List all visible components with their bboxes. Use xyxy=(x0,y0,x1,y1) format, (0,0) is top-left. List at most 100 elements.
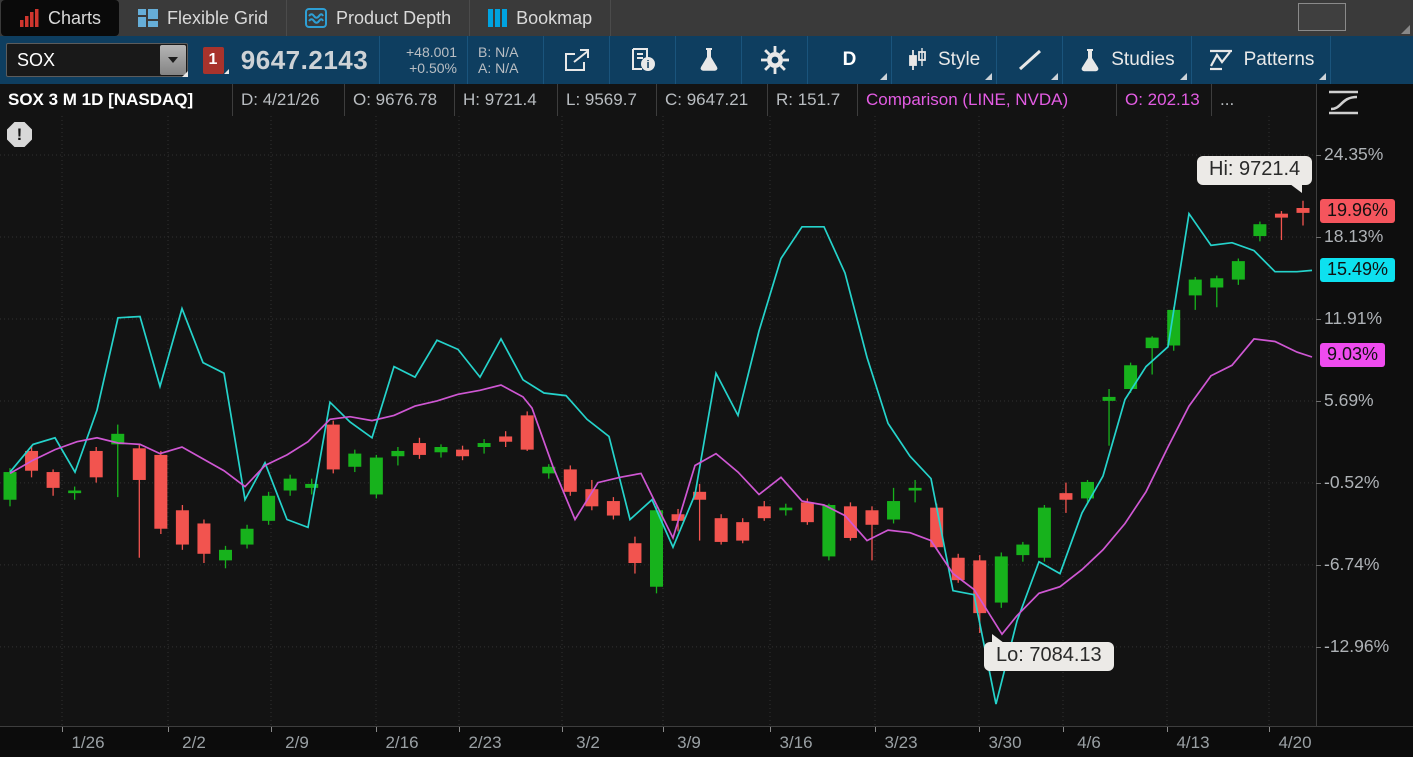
x-axis-label: 3/30 xyxy=(988,733,1022,752)
alert-count-badge[interactable]: 1 xyxy=(202,46,229,74)
price-badge: 9.03% xyxy=(1320,342,1386,367)
chart-toolbar: SOX 1 9647.2143 +48.001 +0.50% B: N/A A:… xyxy=(0,36,1413,84)
x-axis-tick xyxy=(1269,727,1270,732)
y-axis-label: -12.96% xyxy=(1315,635,1390,656)
gear-icon xyxy=(760,46,789,74)
trendline-icon xyxy=(1018,49,1041,71)
x-axis-tick xyxy=(770,727,771,732)
share-icon xyxy=(564,49,589,71)
style-button[interactable]: Style xyxy=(892,36,998,84)
time-axis[interactable]: 1/26 2/2 2/9 2/16 2/23 3/2 3/9 3/16 3/23 3/30 4/6 4… xyxy=(0,726,1413,757)
x-axis-label: 2/2 xyxy=(182,733,206,752)
y-axis-label: 11.91% xyxy=(1315,307,1383,328)
symbol-input[interactable]: SOX xyxy=(6,43,188,77)
tab-flexible-grid-label: Flexible Grid xyxy=(167,7,269,28)
header-open: O: 9676.78 xyxy=(345,84,455,116)
x-axis-tick xyxy=(168,727,169,732)
alert-badge-cell: 1 xyxy=(196,36,230,84)
symbol-value: SOX xyxy=(17,49,56,70)
tab-charts[interactable]: Charts xyxy=(1,0,120,36)
tab-product-depth[interactable]: Product Depth xyxy=(287,0,471,36)
x-axis-label: 3/16 xyxy=(779,733,813,752)
symbol-combo: SOX xyxy=(0,36,196,84)
price-badge: 19.96% xyxy=(1320,198,1396,223)
comparison-open: O: 202.13 xyxy=(1117,84,1212,116)
studies-label: Studies xyxy=(1111,49,1175,70)
x-axis-tick xyxy=(62,727,63,732)
y-axis-label: 5.69% xyxy=(1316,389,1374,410)
x-axis-label: 4/6 xyxy=(1077,733,1101,752)
tab-flexible-grid[interactable]: Flexible Grid xyxy=(120,0,288,36)
tab-bookmap-label: Bookmap xyxy=(516,7,593,28)
drawing-tools-button[interactable] xyxy=(997,36,1064,84)
header-ellipsis: ... xyxy=(1220,90,1235,109)
x-axis-label: 2/16 xyxy=(385,733,419,752)
x-axis-tick xyxy=(875,727,876,732)
header-low: L: 9569.7 xyxy=(558,84,657,116)
warning-icon[interactable]: ! xyxy=(7,122,32,147)
x-axis-label: 2/23 xyxy=(468,733,502,752)
patterns-label: Patterns xyxy=(1243,49,1315,70)
bookmap-icon xyxy=(488,9,508,27)
x-axis-label: 1/26 xyxy=(71,733,105,752)
tab-charts-label: Charts xyxy=(48,7,102,28)
x-axis-label: 4/20 xyxy=(1278,733,1312,752)
flask-icon xyxy=(700,48,717,71)
toolbar-spacer xyxy=(1331,36,1413,84)
news-icon: i xyxy=(631,48,655,71)
high-tooltip: Hi: 9721.4 xyxy=(1197,156,1313,193)
symbol-dropdown-button[interactable] xyxy=(160,45,186,75)
x-axis-label: 3/2 xyxy=(576,733,600,752)
studies-button[interactable]: Studies xyxy=(1063,36,1192,84)
window-widget-box[interactable] xyxy=(1298,3,1346,31)
header-range: R: 151.7 xyxy=(768,84,858,116)
share-button[interactable] xyxy=(544,36,610,84)
news-button[interactable]: i xyxy=(610,36,676,84)
y-axis-label: -6.74% xyxy=(1315,553,1380,574)
x-axis-tick xyxy=(376,727,377,732)
bid-value: B: N/A xyxy=(478,44,519,60)
y-axis-label: 18.13% xyxy=(1315,225,1384,246)
workspace-tab-bar: Charts Flexible Grid Product Depth Bookm… xyxy=(0,0,1413,36)
patterns-button[interactable]: Patterns xyxy=(1192,36,1332,84)
patterns-icon xyxy=(1209,49,1232,71)
analyze-button[interactable] xyxy=(676,36,742,84)
ask-value: A: N/A xyxy=(478,60,519,76)
scale-mode-icon[interactable] xyxy=(1325,88,1363,121)
header-high: H: 9721.4 xyxy=(455,84,558,116)
price-change: +48.001 +0.50% xyxy=(380,36,468,84)
x-axis-label: 2/9 xyxy=(285,733,309,752)
change-value: +48.001 xyxy=(406,44,457,60)
y-axis-label: -0.52% xyxy=(1315,471,1380,492)
settings-button[interactable] xyxy=(742,36,808,84)
x-axis-tick xyxy=(1167,727,1168,732)
last-price: 9647.2143 xyxy=(230,36,380,84)
timeframe-value: D xyxy=(842,49,857,70)
comparison-label[interactable]: Comparison (LINE, NVDA) xyxy=(858,84,1117,116)
x-axis-label: 3/23 xyxy=(884,733,918,752)
x-axis-tick xyxy=(1063,727,1064,732)
svg-text:i: i xyxy=(646,59,649,71)
chart-title: SOX 3 M 1D [NASDAQ] xyxy=(0,84,233,116)
product-depth-icon xyxy=(305,8,328,28)
studies-flask-icon xyxy=(1081,49,1099,72)
y-axis-label: 24.35% xyxy=(1315,144,1384,164)
charts-icon xyxy=(19,9,39,27)
tab-bookmap[interactable]: Bookmap xyxy=(470,0,612,36)
x-axis-tick xyxy=(979,727,980,732)
style-label: Style xyxy=(938,49,981,70)
chart-plot[interactable] xyxy=(0,84,1316,726)
x-axis-label: 3/9 xyxy=(677,733,701,752)
resize-corner-icon[interactable] xyxy=(1401,25,1410,34)
change-percent: +0.50% xyxy=(409,60,457,76)
tab-product-depth-label: Product Depth xyxy=(336,7,452,28)
x-axis-tick xyxy=(562,727,563,732)
x-axis-tick xyxy=(271,727,272,732)
symbol-corner-icon xyxy=(182,71,188,77)
x-axis-tick xyxy=(663,727,664,732)
price-axis[interactable]: 24.35% 18.13% 11.91% 5.69% -0.52% -6.74% -12.9… xyxy=(1315,84,1413,726)
header-date: D: 4/21/26 xyxy=(233,84,345,116)
price-badge: 15.49% xyxy=(1320,257,1396,282)
timeframe-button[interactable]: D xyxy=(808,36,892,84)
